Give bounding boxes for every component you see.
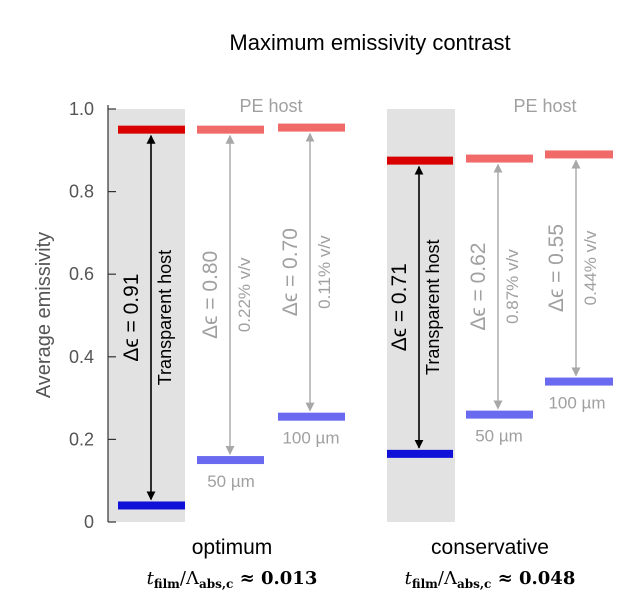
high-emissivity-bar bbox=[278, 123, 345, 132]
high-emissivity-bar bbox=[387, 156, 453, 165]
thickness-label: 100 µm bbox=[282, 429, 339, 448]
group-label: conservative bbox=[431, 536, 549, 559]
delta-emissivity-label: Δϵ = 0.80 bbox=[199, 251, 222, 339]
group-ratio-label: tfilm/Λabs,c ≈ 0.013 bbox=[147, 568, 318, 590]
delta-emissivity-label: Δϵ = 0.71 bbox=[388, 263, 411, 351]
pe-host-label: PE host bbox=[239, 96, 302, 116]
concentration-label: 0.87% v/v bbox=[503, 249, 522, 324]
thickness-label: 50 µm bbox=[207, 472, 255, 491]
high-emissivity-bar bbox=[197, 125, 264, 134]
y-axis-label: Average emissivity bbox=[33, 232, 55, 398]
high-emissivity-bar bbox=[545, 150, 613, 159]
concentration-label: 0.22% v/v bbox=[235, 257, 254, 332]
high-emissivity-bar bbox=[466, 154, 533, 163]
host-label: Transparent host bbox=[155, 250, 175, 385]
low-emissivity-bar bbox=[278, 412, 345, 421]
concentration-label: 0.11% v/v bbox=[315, 235, 334, 309]
group-ratio-label: tfilm/Λabs,c ≈ 0.048 bbox=[405, 568, 576, 590]
delta-emissivity-label: Δϵ = 0.55 bbox=[545, 224, 568, 312]
concentration-label: 0.44% v/v bbox=[581, 230, 600, 305]
pe-host-label: PE host bbox=[513, 96, 576, 116]
low-emissivity-bar bbox=[118, 501, 185, 510]
y-tick-label: 0.6 bbox=[69, 264, 94, 284]
delta-emissivity-label: Δϵ = 0.70 bbox=[279, 228, 302, 316]
thickness-label: 100 µm bbox=[548, 394, 605, 413]
low-emissivity-bar bbox=[387, 449, 453, 458]
low-emissivity-bar bbox=[197, 456, 264, 465]
y-tick-label: 0.4 bbox=[69, 347, 94, 367]
low-emissivity-bar bbox=[466, 410, 533, 419]
y-tick-label: 1.0 bbox=[69, 99, 94, 119]
thickness-label: 50 µm bbox=[475, 427, 523, 446]
low-emissivity-bar bbox=[545, 377, 613, 386]
delta-emissivity-label: Δϵ = 0.62 bbox=[467, 243, 490, 331]
y-tick-label: 0.2 bbox=[69, 429, 94, 449]
y-tick-label: 0.8 bbox=[69, 182, 94, 202]
delta-emissivity-label: Δϵ = 0.91 bbox=[120, 274, 143, 362]
chart-title: Maximum emissivity contrast bbox=[229, 30, 510, 55]
y-tick-label: 0 bbox=[84, 512, 94, 532]
group-label: optimum bbox=[192, 536, 273, 559]
host-label: Transparent host bbox=[423, 240, 443, 375]
high-emissivity-bar bbox=[118, 125, 185, 134]
